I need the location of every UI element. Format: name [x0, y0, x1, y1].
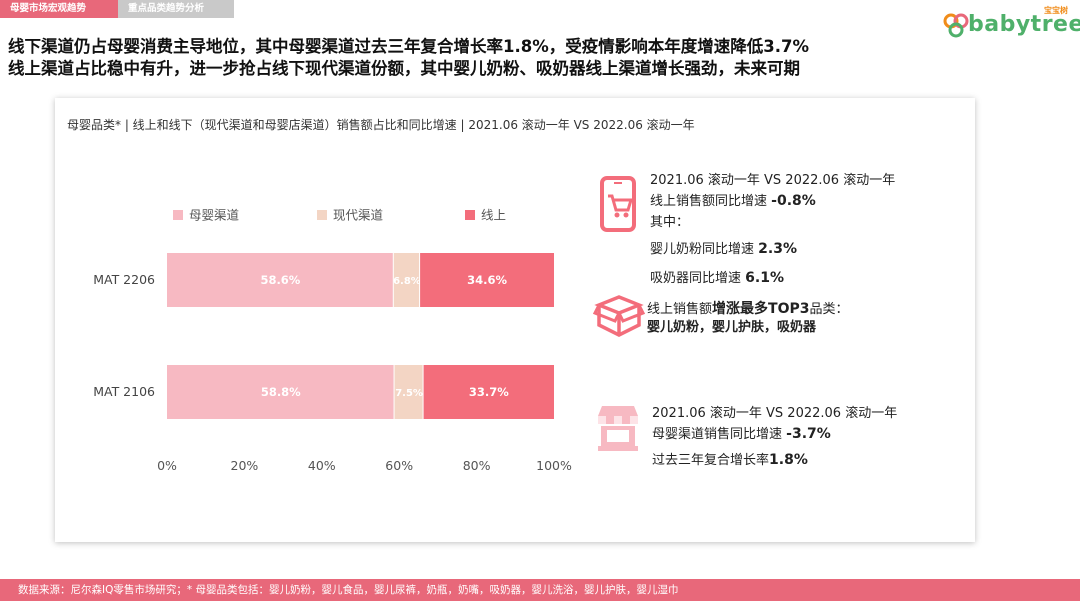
logo-mark-icon: [943, 13, 969, 38]
online-growth-line: 线上销售额同比增速 -0.8%: [650, 191, 895, 212]
top3-block: 线上销售额增涨最多TOP3品类： 婴儿奶粉，婴儿护肤，吸奶器: [647, 300, 848, 337]
legend-swatch: [465, 210, 475, 220]
bar-segment: [423, 365, 554, 419]
among-label: 其中：: [650, 215, 690, 230]
bar-data-label: 58.6%: [260, 273, 300, 287]
top-tabs: 母婴市场宏观趋势 重点品类趋势分析: [0, 0, 234, 18]
period-label-2: 2021.06 滚动一年 VS 2022.06 滚动一年: [652, 406, 898, 421]
online-growth-value: -0.8%: [771, 193, 816, 209]
legend-swatch: [317, 210, 327, 220]
top3-title: 线上销售额增涨最多TOP3品类：: [647, 300, 848, 319]
x-tick-label: 20%: [231, 458, 259, 473]
mbchannel-growth-value: -3.7%: [786, 426, 831, 442]
online-growth-block: 2021.06 滚动一年 VS 2022.06 滚动一年 线上销售额同比增速 -…: [650, 170, 895, 233]
store-icon: [598, 406, 638, 451]
bar-segment: [167, 365, 394, 419]
mbchannel-block: 2021.06 滚动一年 VS 2022.06 滚动一年 母婴渠道销售同比增速 …: [652, 403, 897, 445]
footer-source: 数据来源：尼尔森IQ零售市场研究；* 母婴品类包括：婴儿奶粉，婴儿食品，婴儿尿裤…: [0, 579, 1080, 601]
x-tick-label: 100%: [536, 458, 572, 473]
mbchannel-growth-label: 母婴渠道销售同比增速: [652, 427, 787, 442]
period-label: 2021.06 滚动一年 VS 2022.06 滚动一年: [650, 173, 896, 188]
category-label: MAT 2106: [93, 384, 155, 399]
logo-subtext: 宝宝树: [1044, 6, 1068, 15]
x-tick-label: 40%: [308, 458, 336, 473]
formula-growth-label: 婴儿奶粉同比增速: [650, 242, 759, 257]
subcategory-growth-block: 婴儿奶粉同比增速 2.3% 吸奶器同比增速 6.1%: [650, 235, 797, 293]
chart-title: 母婴品类* | 线上和线下（现代渠道和母婴店渠道）销售额占比和同比增速 | 20…: [67, 118, 695, 132]
stacked-bar-chart: 母婴渠道 现代渠道 线上 58.6% 6.8% 34.6% MAT 2206 58.8% 7.5…: [93, 208, 572, 474]
x-tick-label: 0%: [157, 458, 177, 473]
top3-list: 婴儿奶粉，婴儿护肤，吸奶器: [647, 320, 817, 335]
online-growth-label: 线上销售额同比增速: [650, 194, 772, 209]
top3-prefix: 线上销售额: [647, 302, 713, 317]
bar-data-label: 58.8%: [261, 385, 301, 399]
pump-growth-value: 6.1%: [745, 270, 784, 286]
bar-data-label: 33.7%: [469, 385, 509, 399]
legend-label: 线上: [481, 208, 506, 223]
headline-line-2: 线上渠道占比稳中有升，进一步抢占线下现代渠道份额，其中婴儿奶粉、吸奶器线上渠道增…: [8, 59, 800, 78]
pump-growth-line: 吸奶器同比增速 6.1%: [650, 264, 797, 293]
tab-category-trend[interactable]: 重点品类趋势分析: [118, 0, 234, 18]
bar-segment: [394, 365, 423, 419]
cagr-block: 过去三年复合增长率1.8%: [652, 450, 808, 471]
logo-text: babytree: [968, 12, 1080, 37]
category-label: MAT 2206: [93, 272, 155, 287]
tab-market-trend[interactable]: 母婴市场宏观趋势: [0, 0, 118, 18]
headline-line-1: 线下渠道仍占母婴消费主导地位，其中母婴渠道过去三年复合增长率1.8%，受疫情影响…: [8, 37, 810, 56]
x-tick-label: 80%: [463, 458, 491, 473]
bar-data-label: 34.6%: [467, 273, 507, 287]
legend-label: 母婴渠道: [189, 208, 240, 223]
cagr-line: 过去三年复合增长率1.8%: [652, 450, 808, 471]
chart-card: 母婴品类* | 线上和线下（现代渠道和母婴店渠道）销售额占比和同比增速 | 20…: [55, 98, 975, 542]
top3-suffix: 品类：: [809, 302, 849, 317]
phone-cart-icon: [600, 176, 636, 232]
top3-bold: 增涨最多TOP3: [712, 301, 810, 317]
bar-segment: [393, 253, 420, 307]
legend-swatch: [173, 210, 183, 220]
bar-segment: [167, 253, 393, 307]
cagr-value: 1.8%: [769, 452, 808, 468]
formula-growth-value: 2.3%: [758, 241, 797, 257]
bar-segment: [420, 253, 554, 307]
box-icon: [593, 295, 645, 337]
x-tick-label: 60%: [385, 458, 413, 473]
formula-growth-line: 婴儿奶粉同比增速 2.3%: [650, 235, 797, 264]
mbchannel-growth-line: 母婴渠道销售同比增速 -3.7%: [652, 424, 897, 445]
bar-data-label: 6.8%: [393, 276, 421, 287]
pump-growth-label: 吸奶器同比增速: [650, 271, 746, 286]
headline: 线下渠道仍占母婴消费主导地位，其中母婴渠道过去三年复合增长率1.8%，受疫情影响…: [8, 36, 809, 80]
babytree-logo: babytree 宝宝树: [942, 6, 1080, 38]
cagr-label: 过去三年复合增长率: [652, 453, 770, 468]
legend-label: 现代渠道: [333, 208, 384, 223]
bar-data-label: 7.5%: [395, 388, 423, 399]
